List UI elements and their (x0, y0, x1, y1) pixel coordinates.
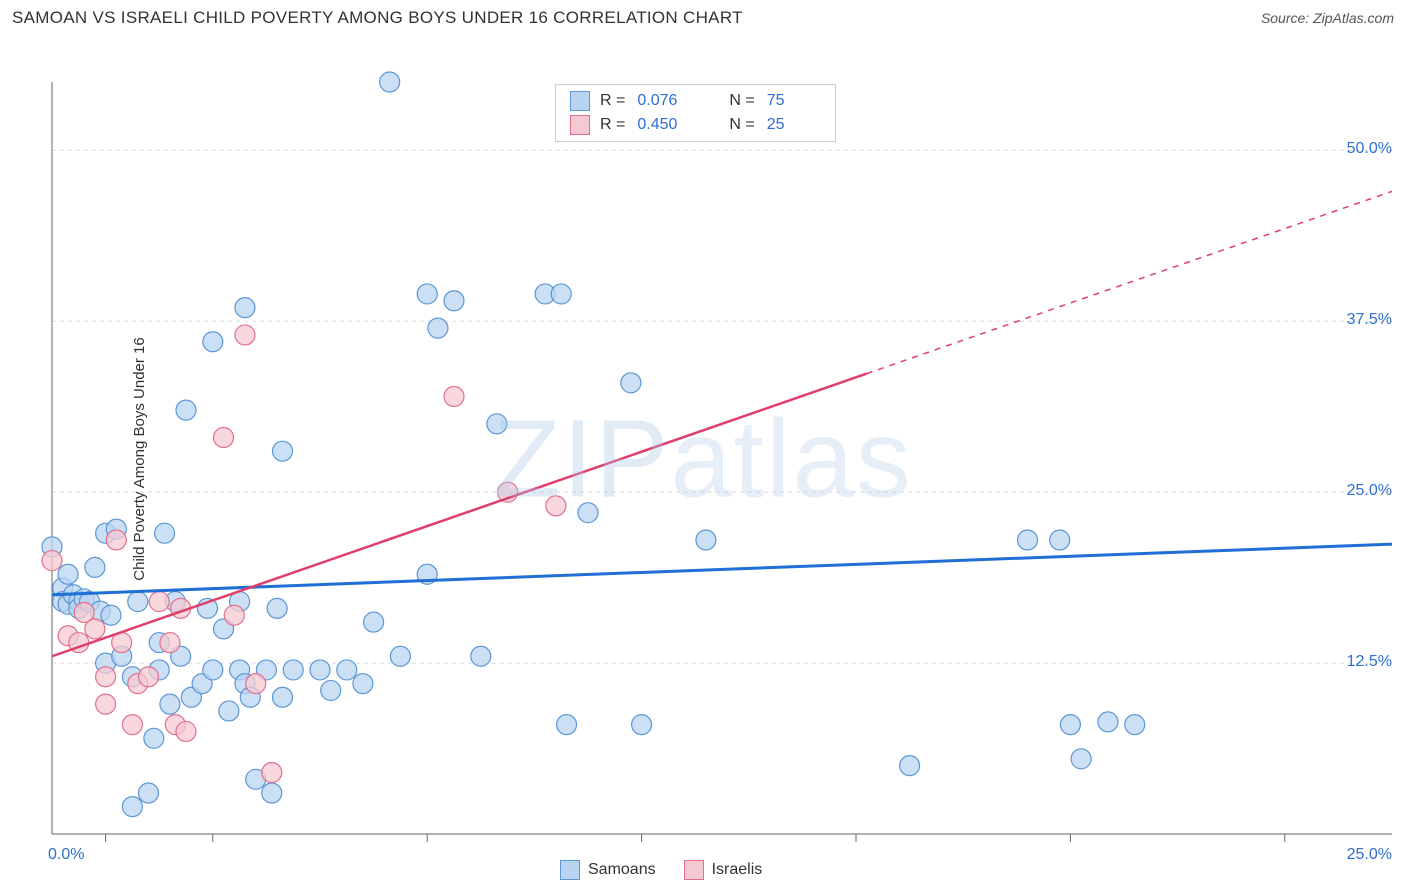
source-label: Source: ZipAtlas.com (1261, 10, 1394, 26)
legend-series-item: Israelis (684, 860, 763, 880)
chart-title: SAMOAN VS ISRAELI CHILD POVERTY AMONG BO… (12, 8, 743, 28)
y-tick-label: 50.0% (1347, 140, 1392, 158)
correlation-legend: R =0.076N =75R =0.450N =25 (555, 84, 836, 142)
series-legend: Samoans Israelis (560, 860, 762, 880)
y-tick-label: 37.5% (1347, 311, 1392, 329)
y-axis-label: Child Poverty Among Boys Under 16 (131, 337, 148, 580)
x-tick-label: 25.0% (1347, 846, 1392, 864)
legend-series-item: Samoans (560, 860, 656, 880)
legend-stat-row: R =0.450N =25 (556, 113, 835, 137)
legend-stat-row: R =0.076N =75 (556, 89, 835, 113)
chart-area: Child Poverty Among Boys Under 16 ZIPatl… (0, 34, 1406, 884)
y-tick-label: 12.5% (1347, 653, 1392, 671)
x-tick-label: 0.0% (48, 846, 84, 864)
scatter-plot-svg (0, 34, 1406, 864)
y-tick-label: 25.0% (1347, 482, 1392, 500)
